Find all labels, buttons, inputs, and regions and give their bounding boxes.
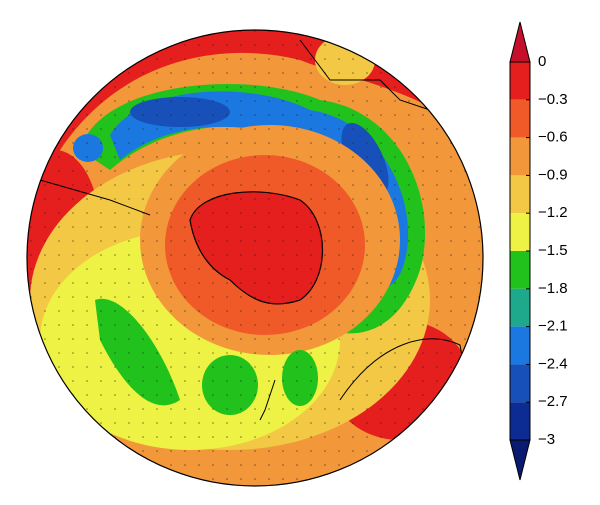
map (27, 30, 483, 486)
colorbar-tick-label: −2.4 (538, 355, 568, 372)
colorbar-tick-label: −3 (538, 431, 555, 448)
colorbar-tick-label: 0 (538, 53, 546, 70)
colorbar-tick-label: −2.7 (538, 393, 568, 410)
colorbar-segment (510, 364, 530, 403)
colorbar-segment (510, 99, 530, 138)
colorbar-tick-label: −0.9 (538, 166, 568, 183)
map-border (26, 29, 484, 487)
colorbar-tick-label: −0.3 (538, 91, 568, 108)
colorbar-segment (510, 137, 530, 176)
colorbar-segment (510, 288, 530, 327)
colorbar-segment (510, 326, 530, 365)
colorbar-segment (510, 251, 530, 289)
colorbar-segment (510, 213, 530, 251)
colorbar-tick-label: −0.6 (538, 129, 568, 146)
colorbar-segment (510, 175, 530, 214)
colorbar-tick-label: −1.5 (538, 242, 568, 259)
colorbar: 0 −0.3 −0.6 −0.9 −1.2 −1.5 −1.8 −2.1 −2.4 −2.7 −3 (509, 21, 568, 481)
colorbar-extend-top (509, 21, 531, 63)
colorbar-extend-bottom (509, 439, 531, 481)
colorbar-tick-label: −1.2 (538, 204, 568, 221)
colorbar-tick-label: −2.1 (538, 318, 568, 335)
colorbar-segment (510, 402, 530, 440)
colorbar-segment (510, 62, 530, 100)
colorbar-tick-label: −1.8 (538, 280, 568, 297)
